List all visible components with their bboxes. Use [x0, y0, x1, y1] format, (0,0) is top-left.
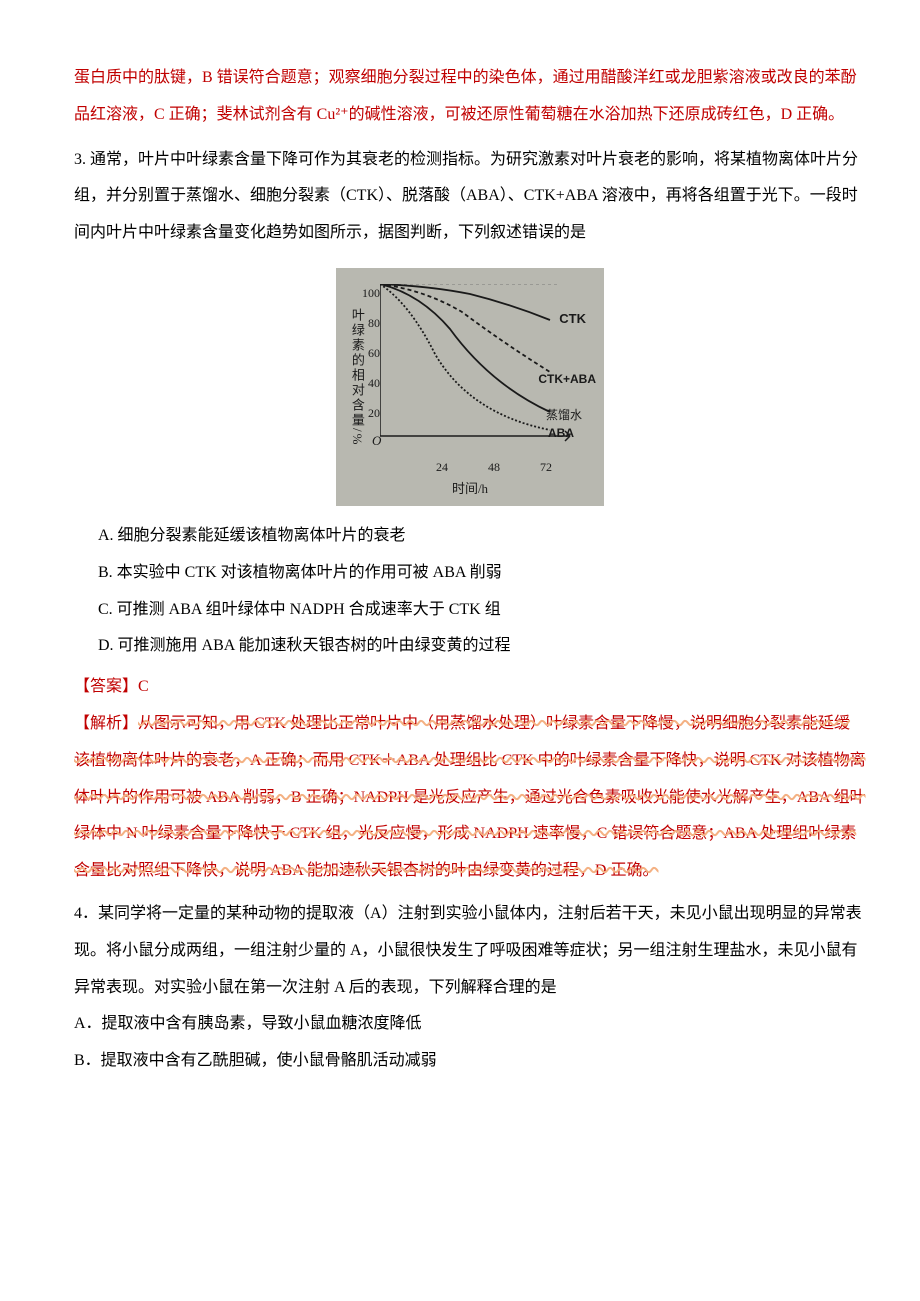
q4-option-a: A．提取液中含有胰岛素，导致小鼠血糖浓度降低: [74, 1006, 866, 1043]
prev-page-continuation: 蛋白质中的肽键，B 错误符合题意；观察细胞分裂过程中的染色体，通过用醋酸洋红或龙…: [74, 60, 866, 134]
y-tick-20: 20: [360, 400, 380, 428]
y-tick-40: 40: [360, 370, 380, 398]
q4-stem-block: 4．某同学将一定量的某种动物的提取液（A）注射到实验小鼠体内，注射后若干天，未见…: [74, 896, 866, 1006]
q3-option-c: C. 可推测 ABA 组叶绿体中 NADPH 合成速率大于 CTK 组: [98, 592, 866, 629]
x-axis-label: 时间/h: [452, 474, 488, 504]
q3-option-a: A. 细胞分裂素能延缓该植物离体叶片的衰老: [98, 518, 866, 555]
chlorophyll-chart: 叶绿素的相对含量/% 100 80 60 40 20 O 24 48 72 时间…: [336, 268, 604, 506]
y-tick-80: 80: [360, 310, 380, 338]
q4-stem: 某同学将一定量的某种动物的提取液（A）注射到实验小鼠体内，注射后若干天，未见小鼠…: [74, 905, 862, 996]
q4-option-b: B．提取液中含有乙酰胆碱，使小鼠骨骼肌活动减弱: [74, 1043, 866, 1080]
q4-number: 4．: [74, 905, 98, 922]
x-tick-24: 24: [436, 454, 448, 482]
question-3: 3. 通常，叶片中叶绿素含量下降可作为其衰老的检测指标。为研究激素对叶片衰老的影…: [74, 142, 866, 890]
q3-options: A. 细胞分裂素能延缓该植物离体叶片的衰老 B. 本实验中 CTK 对该植物离体…: [74, 518, 866, 665]
y-tick-100: 100: [360, 280, 380, 308]
x-tick-48: 48: [488, 454, 500, 482]
q3-option-d: D. 可推测施用 ABA 能加速秋天银杏树的叶由绿变黄的过程: [98, 628, 866, 665]
q3-stem-block: 3. 通常，叶片中叶绿素含量下降可作为其衰老的检测指标。为研究激素对叶片衰老的影…: [74, 142, 866, 252]
question-4: 4．某同学将一定量的某种动物的提取液（A）注射到实验小鼠体内，注射后若干天，未见…: [74, 896, 866, 1080]
series-label-aba: ABA: [548, 420, 574, 448]
series-label-ctk: CTK: [559, 304, 586, 334]
q3-option-b: B. 本实验中 CTK 对该植物离体叶片的作用可被 ABA 削弱: [98, 555, 866, 592]
analysis-prefix: 【解析】: [74, 715, 138, 732]
q3-stem: 通常，叶片中叶绿素含量下降可作为其衰老的检测指标。为研究激素对叶片衰老的影响，将…: [74, 151, 858, 242]
y-tick-60: 60: [360, 340, 380, 368]
q3-number: 3.: [74, 151, 86, 168]
q3-answer: 【答案】C: [74, 669, 866, 706]
q3-analysis: 【解析】从图示可知，用 CTK 处理比正常叶片中（用蒸馏水处理）叶绿素含量下降慢…: [74, 706, 866, 890]
x-tick-72: 72: [540, 454, 552, 482]
series-label-ctk-aba: CTK+ABA: [538, 366, 596, 394]
analysis-body: 从图示可知，用 CTK 处理比正常叶片中（用蒸馏水处理）叶绿素含量下降慢，说明细…: [74, 715, 866, 879]
